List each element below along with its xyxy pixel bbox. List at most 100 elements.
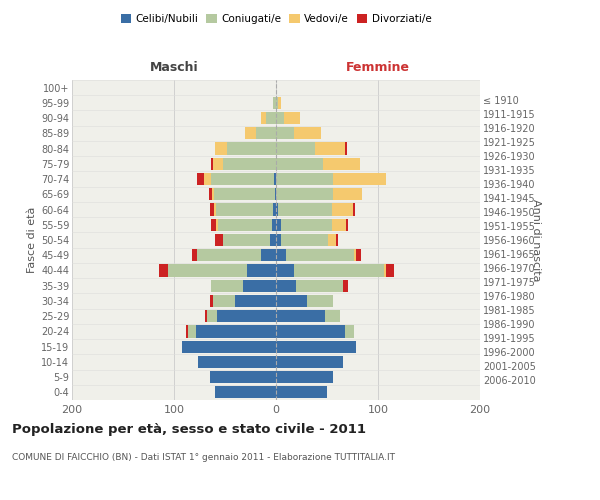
Bar — [276, 204, 278, 216]
Bar — [307, 295, 333, 307]
Bar — [260, 112, 266, 124]
Bar — [276, 386, 327, 398]
Bar — [323, 158, 359, 170]
Bar — [384, 264, 386, 276]
Bar — [210, 204, 214, 216]
Bar — [278, 97, 281, 109]
Bar — [270, 234, 276, 246]
Bar — [273, 97, 276, 109]
Bar — [276, 97, 278, 109]
Bar — [386, 264, 394, 276]
Bar — [274, 173, 276, 185]
Bar — [168, 264, 247, 276]
Y-axis label: Fasce di età: Fasce di età — [26, 207, 37, 273]
Bar — [215, 386, 276, 398]
Bar — [276, 142, 315, 154]
Bar — [315, 142, 346, 154]
Bar — [325, 310, 340, 322]
Bar — [205, 310, 206, 322]
Bar — [188, 326, 196, 338]
Bar — [276, 188, 333, 200]
Bar — [276, 218, 281, 231]
Bar — [197, 249, 260, 262]
Bar — [213, 295, 235, 307]
Bar — [281, 218, 332, 231]
Bar — [276, 310, 325, 322]
Bar — [275, 188, 276, 200]
Bar — [276, 340, 356, 353]
Bar — [245, 127, 256, 140]
Bar — [276, 280, 296, 292]
Bar — [281, 234, 328, 246]
Bar — [295, 127, 321, 140]
Bar — [333, 173, 386, 185]
Bar — [199, 356, 276, 368]
Bar — [206, 310, 217, 322]
Text: Maschi: Maschi — [149, 61, 199, 74]
Bar — [276, 371, 333, 383]
Bar — [214, 188, 275, 200]
Bar — [276, 356, 343, 368]
Bar — [211, 173, 274, 185]
Bar — [346, 142, 347, 154]
Bar — [203, 173, 211, 185]
Bar — [223, 158, 276, 170]
Bar — [214, 204, 216, 216]
Bar — [216, 204, 273, 216]
Bar — [276, 264, 295, 276]
Bar — [346, 218, 349, 231]
Bar — [286, 249, 353, 262]
Text: Popolazione per età, sesso e stato civile - 2011: Popolazione per età, sesso e stato civil… — [12, 422, 366, 436]
Bar — [276, 173, 333, 185]
Bar — [215, 234, 223, 246]
Bar — [218, 218, 272, 231]
Bar — [209, 188, 212, 200]
Bar — [272, 218, 276, 231]
Bar — [343, 280, 349, 292]
Text: Femmine: Femmine — [346, 61, 410, 74]
Bar — [260, 249, 276, 262]
Bar — [276, 234, 281, 246]
Bar — [332, 204, 353, 216]
Bar — [276, 295, 307, 307]
Bar — [186, 326, 188, 338]
Bar — [256, 127, 276, 140]
Bar — [197, 173, 203, 185]
Bar — [210, 295, 213, 307]
Bar — [210, 371, 276, 383]
Bar — [266, 112, 276, 124]
Bar — [215, 142, 227, 154]
Bar — [211, 280, 244, 292]
Bar — [276, 112, 284, 124]
Bar — [244, 280, 276, 292]
Bar — [353, 204, 355, 216]
Bar — [216, 218, 218, 231]
Bar — [356, 249, 361, 262]
Bar — [333, 188, 362, 200]
Bar — [193, 249, 197, 262]
Bar — [212, 188, 214, 200]
Bar — [213, 158, 223, 170]
Bar — [182, 340, 276, 353]
Bar — [276, 326, 346, 338]
Bar — [223, 234, 270, 246]
Bar — [353, 249, 356, 262]
Bar — [211, 158, 213, 170]
Bar — [278, 204, 332, 216]
Legend: Celibi/Nubili, Coniugati/e, Vedovi/e, Divorziati/e: Celibi/Nubili, Coniugati/e, Vedovi/e, Di… — [116, 10, 436, 29]
Bar — [336, 234, 338, 246]
Bar — [235, 295, 276, 307]
Bar — [227, 142, 276, 154]
Bar — [346, 326, 353, 338]
Bar — [276, 158, 323, 170]
Y-axis label: Anni di nascita: Anni di nascita — [531, 198, 541, 281]
Text: COMUNE DI FAICCHIO (BN) - Dati ISTAT 1° gennaio 2011 - Elaborazione TUTTITALIA.I: COMUNE DI FAICCHIO (BN) - Dati ISTAT 1° … — [12, 452, 395, 462]
Bar — [295, 264, 384, 276]
Bar — [332, 218, 346, 231]
Bar — [276, 127, 295, 140]
Bar — [273, 204, 276, 216]
Bar — [328, 234, 336, 246]
Bar — [211, 218, 216, 231]
Bar — [196, 326, 276, 338]
Bar — [158, 264, 168, 276]
